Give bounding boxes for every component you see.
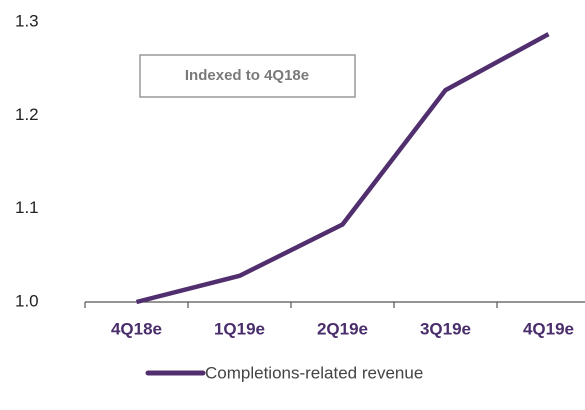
x-tick-label: 2Q19e <box>317 319 368 338</box>
x-tick-label: 1Q19e <box>214 319 265 338</box>
y-tick-label: 1.1 <box>15 198 39 217</box>
x-tick-label: 4Q19e <box>523 319 574 338</box>
legend-label: Completions-related revenue <box>205 363 423 382</box>
line <box>135 32 550 305</box>
y-tick-label: 1.3 <box>15 11 39 30</box>
y-tick-label: 1.2 <box>15 105 39 124</box>
annotation: Indexed to 4Q18e <box>185 67 309 84</box>
y-tick-label: 1.0 <box>15 291 39 310</box>
x-tick-label: 4Q18e <box>111 319 162 338</box>
annotation-box <box>139 54 356 98</box>
x-tick-label: 3Q19e <box>420 319 471 338</box>
